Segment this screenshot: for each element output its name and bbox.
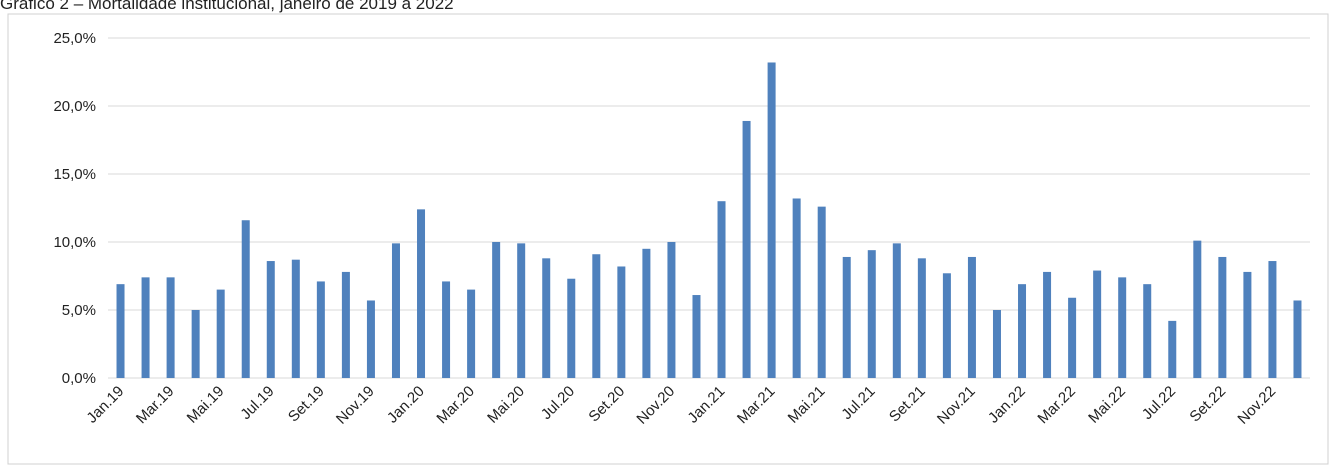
x-tick-label: Jul.19 [237,383,277,423]
bar [717,201,726,378]
bar [166,277,175,378]
y-tick-label: 20,0% [53,98,96,115]
x-tick-label: Mar.22 [1034,383,1078,427]
y-tick-label: 25,0% [53,30,96,47]
bar [1118,277,1127,378]
x-tick-label: Set.19 [285,383,328,426]
bar [1093,270,1102,378]
bar [216,289,225,378]
bar [892,243,901,378]
bar [417,209,426,378]
bar [592,254,601,378]
bar [1143,284,1152,378]
bar [1068,297,1077,378]
bar [1193,240,1202,378]
x-tick-label: Set.20 [585,383,628,426]
x-tick-label: Nov.19 [333,383,378,428]
bar [917,258,926,378]
bar [942,273,951,378]
x-tick-label: Mar.21 [734,383,778,427]
x-tick-label: Set.21 [886,383,929,426]
y-tick-label: 0,0% [62,370,96,387]
x-tick-label: Nov.21 [934,383,979,428]
x-tick-label: Nov.22 [1234,383,1279,428]
bar [867,250,876,378]
bar [567,278,576,378]
bar [391,243,400,378]
x-tick-label: Mai.21 [785,383,829,427]
bar [366,300,375,378]
bar [116,284,125,378]
bar [291,259,300,378]
x-tick-label: Jul.20 [538,383,578,423]
bar [141,277,150,378]
bar [241,220,250,378]
x-tick-label: Jan.21 [684,383,728,427]
x-tick-label: Mai.22 [1085,383,1129,427]
bar [617,266,626,378]
x-tick-label: Jan.22 [985,383,1029,427]
bar [266,261,275,378]
x-tick-label: Jul.21 [838,383,878,423]
bar [1018,284,1027,378]
y-tick-label: 10,0% [53,234,96,251]
chart-frame [7,13,1329,465]
bar [642,248,651,378]
x-tick-label: Set.22 [1186,383,1229,426]
bar [517,243,526,378]
bar [492,242,501,378]
bar [667,242,676,378]
x-tick-label: Mai.19 [184,383,228,427]
bar [792,198,801,378]
bar [341,271,350,378]
bar [967,256,976,378]
x-tick-label: Mar.19 [133,383,177,427]
bar [1168,320,1177,378]
bar [191,310,200,378]
x-tick-label: Nov.20 [633,383,678,428]
y-tick-label: 5,0% [62,302,96,319]
bar [1043,271,1052,378]
x-tick-label: Mai.20 [484,383,528,427]
bar [842,256,851,378]
bar [1243,271,1252,378]
bar [1293,300,1302,378]
bar [542,258,551,378]
y-tick-label: 15,0% [53,166,96,183]
x-tick-label: Jan.19 [83,383,127,427]
chart-title: Gráfico 2 – Mortalidade institucional, j… [0,0,454,13]
bar [467,289,476,378]
bar [1218,256,1227,378]
bar [316,281,325,378]
bar [742,120,751,379]
bar [767,62,776,378]
x-tick-label: Jan.20 [384,383,428,427]
bar [817,206,826,378]
bar [692,295,701,378]
bar [1268,261,1277,378]
x-tick-label: Mar.20 [433,383,477,427]
x-tick-label: Jul.22 [1139,383,1179,423]
bar [442,281,451,378]
bar [992,310,1001,378]
